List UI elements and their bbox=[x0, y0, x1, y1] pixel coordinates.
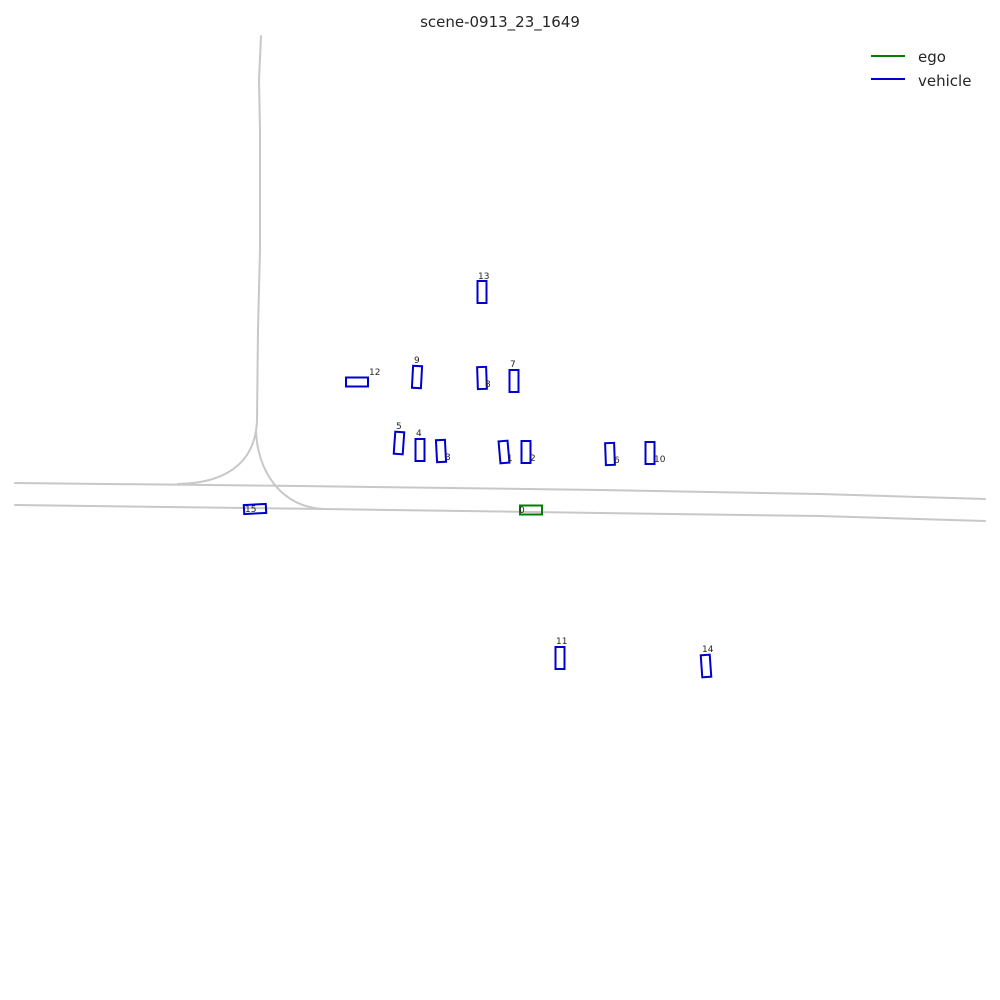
vehicle-box-9 bbox=[410, 364, 424, 390]
road-north-lane bbox=[177, 35, 262, 485]
legend: ego vehicle bbox=[871, 48, 971, 90]
agent-label-9: 9 bbox=[414, 356, 420, 366]
agent-label-10: 10 bbox=[654, 455, 666, 465]
agent-label-13: 13 bbox=[478, 272, 489, 282]
vehicle-box-13 bbox=[476, 280, 488, 304]
road-turn-curve bbox=[255, 429, 325, 510]
agent-label-1: 1 bbox=[507, 454, 513, 464]
legend-ego-label: ego bbox=[918, 48, 946, 66]
vehicle-box-1 bbox=[497, 439, 511, 465]
vehicle-box-15 bbox=[242, 502, 268, 516]
agent-label-4: 4 bbox=[416, 429, 422, 439]
agent-label-3: 3 bbox=[445, 453, 451, 463]
agent-label-0: 0 bbox=[519, 506, 525, 516]
road-west-lower-lane bbox=[14, 504, 986, 522]
vehicle-box-10 bbox=[644, 441, 656, 465]
vehicle-box-14 bbox=[699, 653, 713, 679]
vehicle-box-11 bbox=[554, 646, 566, 670]
vehicle-box-3 bbox=[434, 438, 448, 464]
agent-label-2: 2 bbox=[530, 454, 536, 464]
agent-label-11: 11 bbox=[556, 637, 567, 647]
agent-label-6: 6 bbox=[614, 456, 620, 466]
vehicle-box-4 bbox=[414, 438, 426, 462]
vehicle-box-8 bbox=[476, 365, 488, 391]
agent-label-7: 7 bbox=[510, 360, 516, 370]
vehicle-box-7 bbox=[508, 369, 520, 393]
agent-label-15: 15 bbox=[245, 505, 256, 515]
scene-title: scene-0913_23_1649 bbox=[420, 13, 580, 32]
agent-label-5: 5 bbox=[396, 422, 402, 432]
agent-label-12: 12 bbox=[369, 368, 380, 378]
vehicle-box-12 bbox=[345, 376, 369, 388]
vehicle-box-5 bbox=[392, 430, 406, 456]
road-lanes bbox=[14, 35, 986, 522]
vehicle-box-6 bbox=[604, 441, 616, 467]
agent-label-8: 8 bbox=[485, 380, 491, 390]
legend-vehicle-label: vehicle bbox=[918, 72, 971, 90]
agent-label-14: 14 bbox=[702, 645, 714, 655]
road-west-upper-lane bbox=[14, 482, 986, 500]
ego-box-0 bbox=[519, 504, 543, 516]
vehicle-box-2 bbox=[520, 440, 532, 464]
